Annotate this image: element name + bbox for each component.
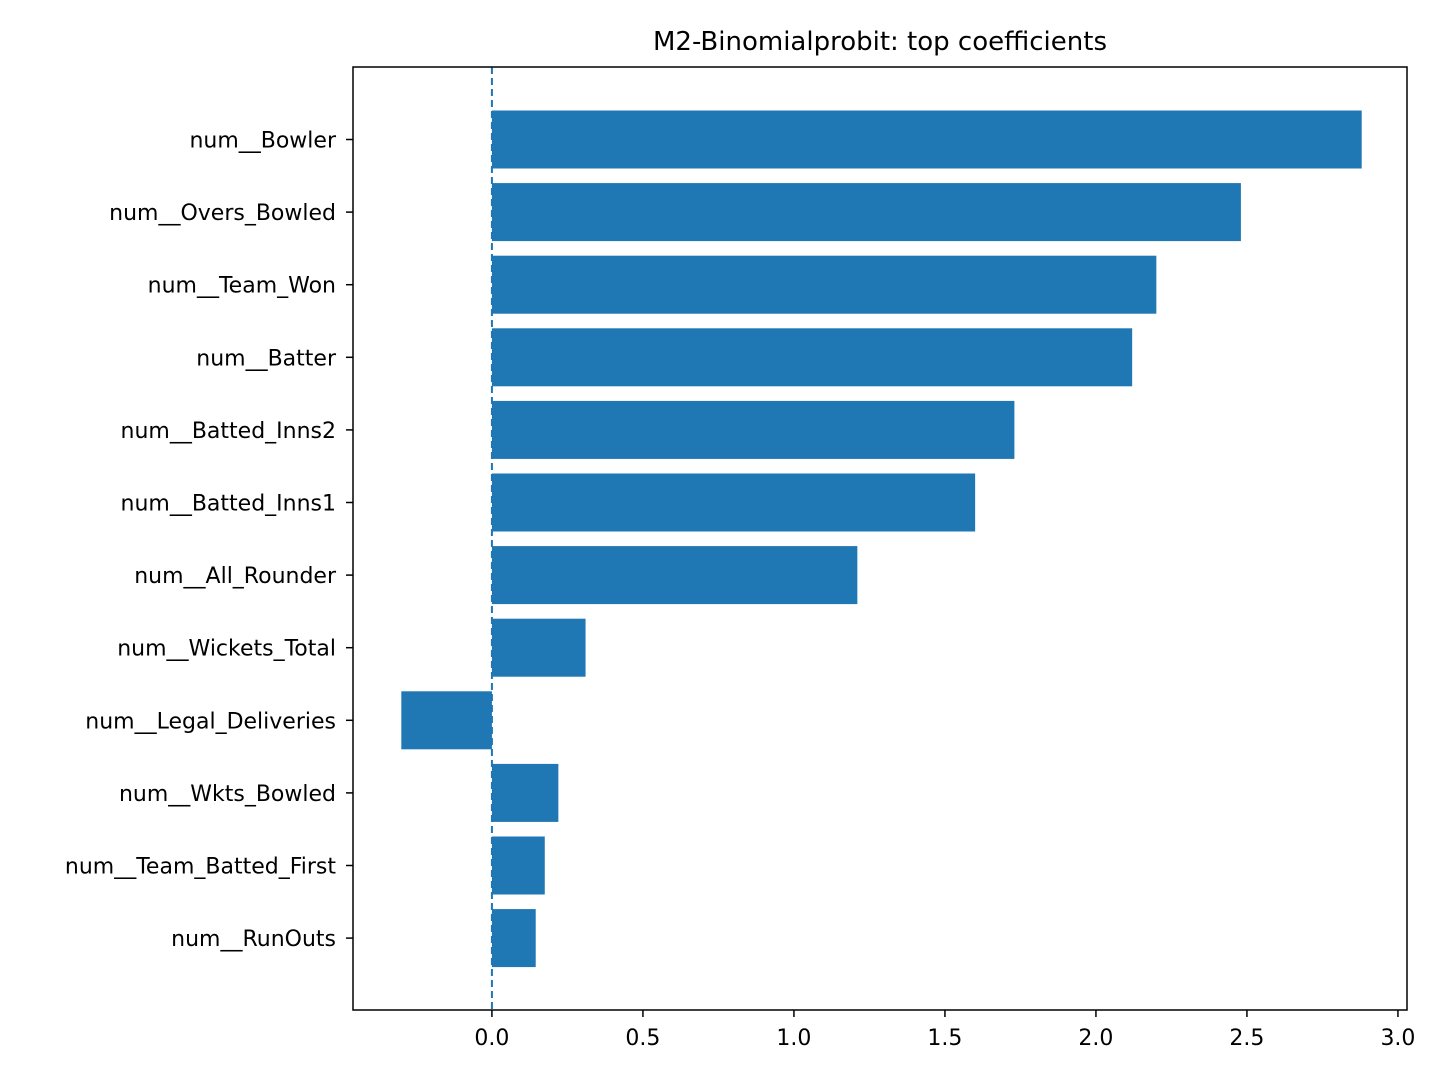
bar: [401, 691, 492, 750]
x-tick-label: 3.0: [1380, 1026, 1415, 1051]
bar: [491, 763, 559, 822]
y-tick-label: num__Batted_Inns1: [121, 492, 336, 517]
x-tick-label: 2.0: [1078, 1026, 1113, 1051]
y-tick-label: num__Wkts_Bowled: [119, 782, 336, 807]
bar: [491, 909, 536, 968]
x-axis: 0.0 0.5 1.0 1.5 2.0 2.5 3.0: [474, 1010, 1415, 1051]
plot-area-frame: [352, 66, 1408, 1011]
bar: [491, 836, 545, 895]
bar: [491, 110, 1362, 169]
x-tick-label: 1.5: [927, 1026, 962, 1051]
bar: [491, 183, 1241, 242]
y-tick-label: num__Bowler: [189, 129, 337, 154]
bar: [491, 618, 586, 677]
y-tick-label: num__Legal_Deliveries: [85, 709, 336, 734]
y-tick-label: num__Batter: [196, 346, 337, 371]
y-tick-label: num__Wickets_Total: [117, 637, 336, 662]
y-tick-label: num__All_Rounder: [134, 564, 337, 589]
bar: [491, 473, 976, 532]
bar: [491, 546, 858, 605]
x-tick-label: 0.5: [625, 1026, 660, 1051]
y-tick-label: num__Team_Won: [148, 274, 336, 299]
y-tick-label: num__Overs_Bowled: [109, 201, 336, 226]
y-tick-label: num__Team_Batted_First: [65, 855, 336, 880]
bar: [491, 328, 1133, 387]
bar: [491, 400, 1015, 459]
y-tick-label: num__RunOuts: [171, 927, 336, 952]
y-tick-label: num__Batted_Inns2: [121, 419, 336, 444]
x-tick-label: 1.0: [776, 1026, 811, 1051]
x-tick-label: 2.5: [1229, 1026, 1264, 1051]
bars-group: [401, 110, 1362, 968]
y-axis: num__Bowler num__Overs_Bowled num__Team_Wo…: [65, 129, 353, 952]
bar: [491, 255, 1157, 314]
chart-title: M2-Binomialprobit: top coefficients: [653, 27, 1107, 57]
x-tick-label: 0.0: [474, 1026, 509, 1051]
